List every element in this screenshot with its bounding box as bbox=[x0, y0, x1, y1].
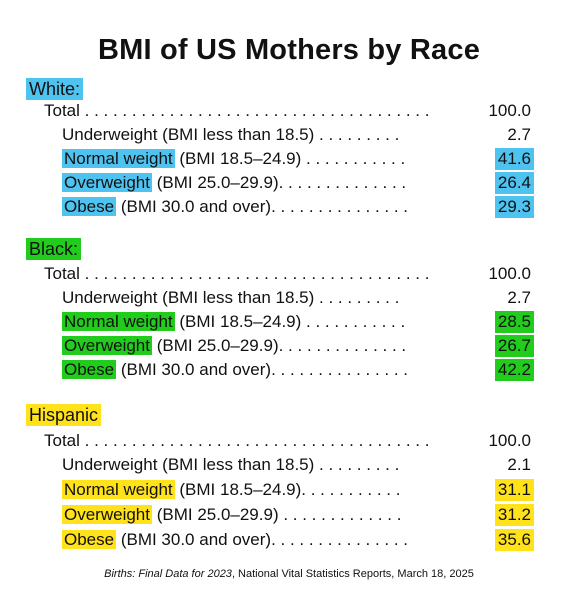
dot-leader: . . . . . . . . . . . bbox=[301, 480, 401, 499]
dot-leader: . . . . . . . . . . . . . . . bbox=[271, 530, 409, 549]
table-row-black-overweight: Overweight (BMI 25.0–29.9). . . . . . . … bbox=[62, 334, 534, 358]
row-value: 100.0 bbox=[488, 101, 531, 120]
table-row-black-normal: Normal weight (BMI 18.5–24.9) . . . . . … bbox=[62, 310, 534, 334]
dot-leader: . . . . . . . . . . . . . . . bbox=[271, 197, 409, 216]
dot-leader: . . . . . . . . . . . . . . bbox=[278, 173, 407, 192]
category-highlight: Obese bbox=[62, 530, 117, 549]
row-value: 31.2 bbox=[494, 504, 534, 526]
category-highlight: Obese bbox=[62, 360, 117, 379]
dot-leader: . . . . . . . . . . . . . . . . . . . . … bbox=[79, 431, 430, 450]
category-highlight: Overweight bbox=[62, 336, 152, 355]
row-value: 2.1 bbox=[507, 455, 531, 474]
dot-leader: . . . . . . . . . . . bbox=[301, 312, 406, 331]
row-label: Total bbox=[44, 264, 80, 283]
dot-leader: . . . . . . . . . bbox=[314, 455, 400, 474]
row-label: (BMI 18.5–24.9) bbox=[174, 149, 302, 168]
table-row-white-overweight: Overweight (BMI 25.0–29.9). . . . . . . … bbox=[62, 171, 534, 195]
row-label: (BMI 30.0 and over) bbox=[116, 197, 272, 216]
dot-leader: . . . . . . . . . . . bbox=[301, 149, 406, 168]
row-value: 29.3 bbox=[494, 196, 534, 218]
row-label: (BMI 18.5–24.9) bbox=[174, 480, 302, 499]
category-highlight: Normal weight bbox=[62, 480, 175, 499]
group-label-hispanic: Hispanic bbox=[26, 404, 102, 426]
row-value: 100.0 bbox=[488, 264, 531, 283]
table-row-white-total: Total . . . . . . . . . . . . . . . . . … bbox=[44, 99, 534, 123]
dot-leader: . . . . . . . . . . . . . . . . . . . . … bbox=[79, 264, 430, 283]
table-row-black-underweight: Underweight (BMI less than 18.5) . . . .… bbox=[62, 286, 534, 310]
table-row-hispanic-total: Total . . . . . . . . . . . . . . . . . … bbox=[44, 429, 534, 453]
dot-leader: . . . . . . . . . . . . . bbox=[278, 505, 402, 524]
row-value: 28.5 bbox=[494, 311, 534, 333]
row-value: 31.1 bbox=[494, 479, 534, 501]
row-label: (BMI 25.0–29.9) bbox=[151, 173, 279, 192]
source-citation: Births: Final Data for 2023, National Vi… bbox=[0, 568, 578, 580]
row-value: 26.7 bbox=[494, 335, 534, 357]
category-highlight: Normal weight bbox=[62, 312, 175, 331]
row-value: 2.7 bbox=[507, 125, 531, 144]
category-highlight: Overweight bbox=[62, 173, 152, 192]
row-label: (BMI 18.5–24.9) bbox=[174, 312, 302, 331]
table-row-white-underweight: Underweight (BMI less than 18.5) . . . .… bbox=[62, 123, 534, 147]
row-value: 2.7 bbox=[507, 288, 531, 307]
row-label: (BMI 30.0 and over) bbox=[116, 360, 272, 379]
row-label: Underweight (BMI less than 18.5) bbox=[62, 125, 315, 144]
source-report-title: Births: Final Data for 2023 bbox=[104, 568, 232, 580]
category-highlight: Obese bbox=[62, 197, 117, 216]
dot-leader: . . . . . . . . . . . . . . bbox=[278, 336, 407, 355]
row-value: 41.6 bbox=[494, 148, 534, 170]
table-row-hispanic-overweight: Overweight (BMI 25.0–29.9) . . . . . . .… bbox=[62, 503, 534, 527]
row-label: (BMI 25.0–29.9) bbox=[151, 336, 279, 355]
table-row-hispanic-obese: Obese (BMI 30.0 and over). . . . . . . .… bbox=[62, 528, 534, 552]
dot-leader: . . . . . . . . . . . . . . . bbox=[271, 360, 409, 379]
row-label: (BMI 30.0 and over) bbox=[116, 530, 272, 549]
category-highlight: Overweight bbox=[62, 505, 152, 524]
table-row-black-obese: Obese (BMI 30.0 and over). . . . . . . .… bbox=[62, 358, 534, 382]
table-row-hispanic-underweight: Underweight (BMI less than 18.5) . . . .… bbox=[62, 453, 534, 477]
group-label-white: White: bbox=[26, 78, 84, 100]
row-label: Total bbox=[44, 101, 80, 120]
dot-leader: . . . . . . . . . bbox=[314, 288, 400, 307]
row-label: Underweight (BMI less than 18.5) bbox=[62, 288, 315, 307]
page-title: BMI of US Mothers by Race bbox=[97, 34, 481, 66]
row-value: 26.4 bbox=[494, 172, 534, 194]
source-details: , National Vital Statistics Reports, Mar… bbox=[231, 568, 474, 580]
group-label-black: Black: bbox=[26, 238, 82, 260]
row-label: Total bbox=[44, 431, 80, 450]
table-row-black-total: Total . . . . . . . . . . . . . . . . . … bbox=[44, 262, 534, 286]
row-value: 100.0 bbox=[488, 431, 531, 450]
table-row-hispanic-normal: Normal weight (BMI 18.5–24.9). . . . . .… bbox=[62, 478, 534, 502]
row-label: (BMI 25.0–29.9) bbox=[151, 505, 279, 524]
dot-leader: . . . . . . . . . bbox=[314, 125, 400, 144]
row-value: 35.6 bbox=[494, 529, 534, 551]
table-row-white-normal: Normal weight (BMI 18.5–24.9) . . . . . … bbox=[62, 147, 534, 171]
category-highlight: Normal weight bbox=[62, 149, 175, 168]
table-row-white-obese: Obese (BMI 30.0 and over). . . . . . . .… bbox=[62, 195, 534, 219]
row-label: Underweight (BMI less than 18.5) bbox=[62, 455, 315, 474]
row-value: 42.2 bbox=[494, 359, 534, 381]
dot-leader: . . . . . . . . . . . . . . . . . . . . … bbox=[79, 101, 430, 120]
